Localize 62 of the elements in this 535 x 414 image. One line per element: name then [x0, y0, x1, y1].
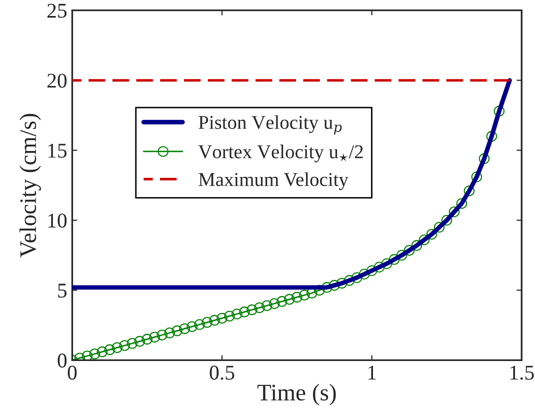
point	[486, 130, 498, 142]
point	[149, 332, 160, 342]
point	[104, 344, 116, 356]
x-axis-title: Time (s)	[257, 384, 336, 406]
point	[299, 290, 310, 300]
legend-label: Vortex Velocity u$_{⋆}$/2	[198, 144, 363, 162]
point	[464, 185, 475, 196]
point	[411, 240, 422, 251]
point	[179, 323, 190, 334]
point	[478, 153, 490, 164]
point	[456, 198, 468, 209]
y-tick-label: 15	[48, 144, 67, 158]
point	[448, 206, 460, 218]
y-axis-title: Velocity (cm/s)	[19, 114, 41, 258]
point	[276, 296, 288, 307]
legend-label: Maximum Velocity	[198, 172, 348, 190]
point	[119, 340, 130, 351]
x-tick-label: 0.5	[210, 366, 234, 380]
point	[126, 338, 138, 349]
point	[112, 342, 123, 353]
point	[82, 350, 93, 360]
point	[381, 258, 392, 270]
point	[269, 298, 280, 309]
point	[202, 317, 212, 328]
legend-label: Piston Velocity u$_{p}$	[198, 115, 342, 135]
point	[246, 304, 258, 316]
point	[96, 346, 108, 358]
point	[396, 250, 408, 261]
point	[232, 308, 242, 320]
x-tick-label: 1.5	[510, 366, 534, 380]
y-tick-label: 20	[47, 74, 67, 88]
point	[156, 330, 168, 340]
point	[209, 314, 220, 326]
point	[262, 300, 272, 311]
point	[344, 275, 355, 286]
point	[284, 294, 295, 305]
point	[134, 336, 146, 347]
point	[164, 328, 175, 338]
point	[186, 321, 198, 332]
x-tick-label: 1	[368, 366, 376, 380]
y-tick-label: 0	[58, 354, 67, 368]
point	[388, 254, 400, 265]
point	[142, 334, 153, 345]
point	[404, 244, 415, 256]
point	[194, 319, 205, 330]
point	[224, 310, 235, 322]
point	[254, 302, 265, 314]
y-tick-label: 10	[48, 214, 67, 228]
y-tick-label: 25	[47, 4, 67, 18]
x-tick-label: 0	[68, 366, 77, 380]
point	[426, 228, 438, 240]
point	[292, 292, 302, 303]
point	[434, 222, 445, 233]
point	[471, 171, 482, 182]
point	[172, 325, 182, 336]
point	[418, 234, 430, 246]
point	[89, 348, 100, 360]
point	[239, 306, 250, 318]
point	[494, 106, 505, 116]
y-tick-label: 5	[58, 284, 67, 298]
point	[441, 214, 452, 226]
point	[216, 312, 228, 324]
